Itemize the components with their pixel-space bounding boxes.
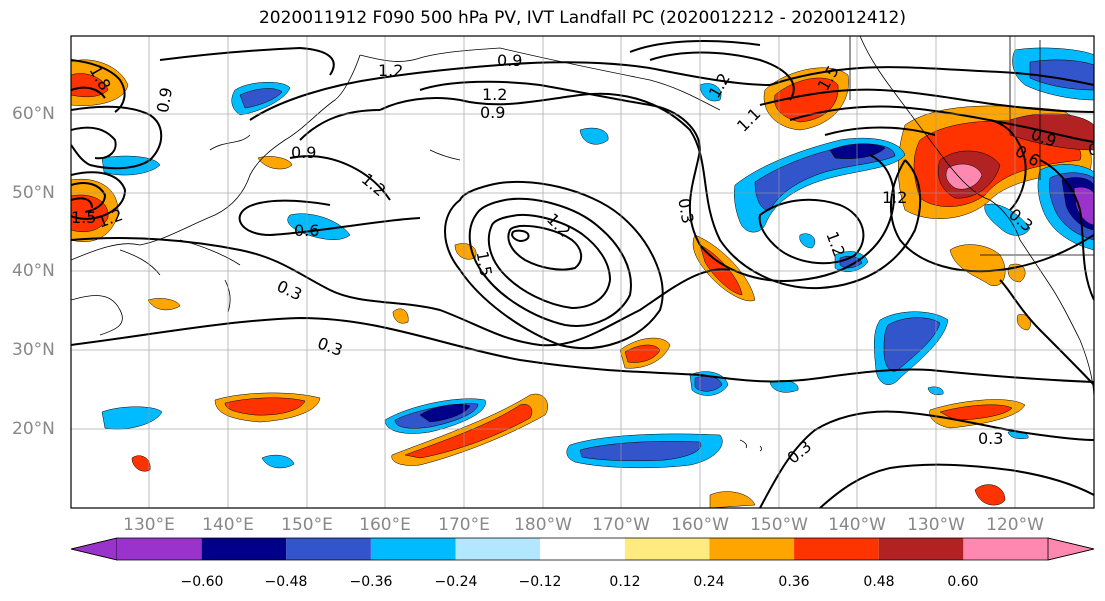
lat-label: 50°N [12,183,55,203]
colorbar-swatch [794,538,879,560]
lon-label: 130°E [123,515,175,535]
colorbar [70,537,1095,561]
contour-label: 1.5 [473,250,496,278]
lon-label: 150°E [281,515,333,535]
map-title: 2020011912 F090 500 hPa PV, IVT Landfall… [258,8,906,28]
lon-label: 130°W [907,515,965,535]
colorbar-label: −0.48 [264,574,308,590]
colorbar-swatch [709,538,795,560]
colorbar-swatch [370,538,456,560]
contour-label: 0.3 [978,429,1003,448]
lat-label: 30°N [12,340,55,360]
colorbar-extend-max [1047,537,1095,561]
colorbar-label: −0.36 [349,574,393,590]
contour-label: 1.5 [71,208,96,227]
colorbar-swatch [455,538,541,560]
lon-label: 120°W [986,515,1044,535]
lon-label: 160°W [671,515,729,535]
colorbar-label: 0.48 [863,574,895,590]
colorbar-extend-min [70,537,118,561]
map-background [71,36,1094,508]
graticule [71,36,1094,508]
contour-label: 0.9 [480,103,505,122]
colorbar-label: −0.24 [434,574,478,590]
lon-label: 140°E [202,515,254,535]
colorbar-swatch [201,538,287,560]
colorbar-swatch [624,538,710,560]
contour-label: 0.9 [497,51,522,70]
contour-label: 0.9 [291,143,316,162]
lat-label: 60°N [12,104,55,124]
colorbar-label: 0.36 [778,574,810,590]
contour-label: 0.6 [294,221,319,240]
map-frame [70,35,1095,509]
colorbar-label: −0.60 [180,574,224,590]
contour-label: 0.3 [674,197,697,225]
colorbar-label: 0.24 [693,574,725,590]
colorbar-swatch [878,538,964,560]
contour-label: 1.2 [482,85,507,104]
colorbar-label: 0.12 [609,574,641,590]
lon-label: 140°W [828,515,886,535]
colorbar-swatch [963,538,1048,560]
lon-label: 150°W [750,515,808,535]
lon-label: 160°E [359,515,411,535]
lon-label: 170°W [592,515,650,535]
lat-label: 20°N [12,419,55,439]
colorbar-outline [70,537,1095,561]
lon-label: 170°E [438,515,490,535]
pv-contours [71,40,1094,508]
colorbar-swatch [540,538,625,560]
lat-label: 40°N [12,261,55,281]
lon-label: 180°W [514,515,572,535]
colorbar-swatch [286,538,371,560]
colorbar-label: −0.12 [518,574,562,590]
contour-label: 1.2 [378,61,403,80]
contour-label: 0.6 [1088,140,1105,159]
contour-label: 0.9 [153,86,176,114]
contour-label: 1.2 [882,188,907,207]
shading-layer [71,47,1094,508]
colorbar-swatch [117,538,202,560]
colorbar-label: 0.60 [947,574,979,590]
